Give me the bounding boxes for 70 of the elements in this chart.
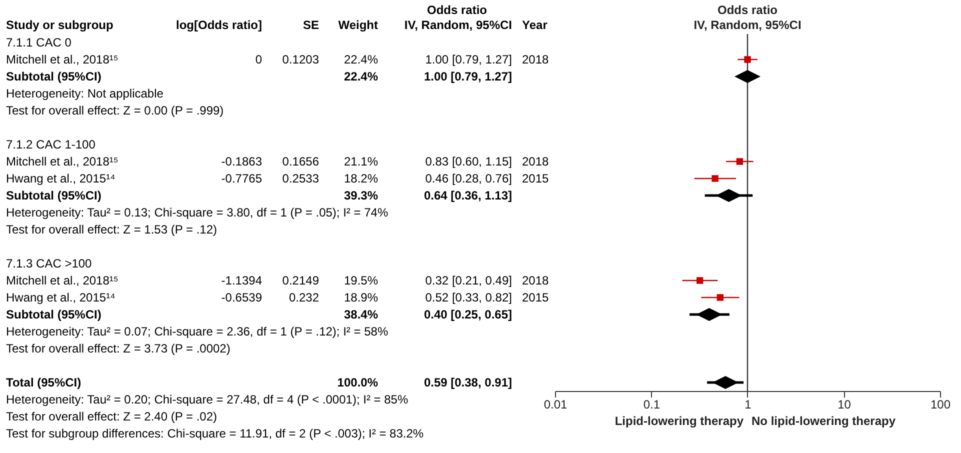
text: 2018 — [522, 154, 549, 168]
category-label: IV, Random, 95%CI — [404, 18, 512, 32]
x-tick-label: 10 — [838, 398, 852, 412]
x-tick-label: 0.01 — [544, 398, 568, 412]
text: 0.32 [0.21, 0.49] — [425, 274, 512, 288]
text: 21.1% — [344, 154, 378, 168]
text: 2015 — [522, 290, 549, 304]
category-label: Study or subgroup — [6, 18, 114, 32]
text: 0.52 [0.33, 0.82] — [425, 290, 512, 304]
category-label: Weight — [338, 18, 378, 32]
text: Odds ratio — [426, 3, 488, 17]
text: 2018 — [522, 52, 549, 66]
text: Test for subgroup differences: Chi-square = 11.91, df = 2 (P < .003); I² = 83.2% — [6, 426, 424, 440]
x-tick-label: 100 — [930, 398, 951, 412]
text: 0.1203 — [282, 52, 319, 66]
text: 2015 — [522, 172, 549, 186]
text: No lipid-lowering therapy — [752, 414, 896, 428]
category-label: SE — [302, 18, 319, 32]
text: 0.83 [0.60, 1.15] — [425, 154, 512, 168]
text: Heterogeneity: Not applicable — [6, 86, 164, 100]
x-tick-label: 1 — [744, 398, 752, 412]
text: 7.1.1 CAC 0 — [6, 36, 72, 50]
text: 39.3% — [344, 188, 378, 202]
text: Lipid-lowering therapy — [614, 414, 744, 428]
text: -0.7765 — [221, 172, 262, 186]
text: 2018 — [522, 274, 549, 288]
chart-subtitle: IV, Random, 95%CI — [694, 18, 802, 32]
text: Hwang et al., 2015¹⁴ — [6, 290, 116, 304]
category-label: log[Odds ratio] — [176, 18, 262, 32]
text: -1.1394 — [221, 274, 262, 288]
text: Test for overall effect: Z = 0.00 (P = .999) — [6, 104, 224, 118]
text: 38.4% — [344, 308, 378, 322]
text: Test for overall effect: Z = 2.40 (P = .02) — [6, 410, 217, 424]
text: 0.40 [0.25, 0.65] — [424, 308, 512, 322]
text: 19.5% — [344, 274, 378, 288]
text: Subtotal (95%CI) — [6, 308, 102, 322]
text: 0.1656 — [282, 154, 319, 168]
text: Test for overall effect: Z = 3.73 (P = .0002) — [6, 342, 230, 356]
text: 0.46 [0.28, 0.76] — [425, 172, 512, 186]
text: 7.1.3 CAC >100 — [6, 256, 92, 270]
text: -0.1863 — [221, 154, 262, 168]
text: 18.2% — [344, 172, 378, 186]
text: Subtotal (95%CI) — [6, 70, 102, 84]
text: 0.64 [0.36, 1.13] — [424, 188, 512, 202]
text: 22.4% — [344, 52, 378, 66]
text: Subtotal (95%CI) — [6, 188, 102, 202]
chart-title: Odds ratio — [717, 3, 778, 17]
text: 0 — [255, 52, 262, 66]
text: 0.2149 — [282, 274, 319, 288]
text: Heterogeneity: Tau² = 0.07; Chi-square = 2.36, df = 1 (P = .12); I² = 58% — [6, 324, 388, 338]
text: 0.59 [0.38, 0.91] — [424, 376, 512, 390]
text: 0.2533 — [282, 172, 319, 186]
text: 100.0% — [337, 376, 378, 390]
text: Mitchell et al., 2018¹⁵ — [6, 154, 118, 168]
text: 1.00 [0.79, 1.27] — [425, 52, 512, 66]
text: -0.6539 — [221, 290, 262, 304]
text: Heterogeneity: Tau² = 0.13; Chi-square = 3.80, df = 1 (P = .05); I² = 74% — [6, 206, 388, 220]
text: 22.4% — [344, 70, 378, 84]
text: 18.9% — [344, 290, 378, 304]
text: Mitchell et al., 2018¹⁵ — [6, 274, 118, 288]
category-label: Year — [522, 18, 548, 32]
text: Hwang et al., 2015¹⁴ — [6, 172, 116, 186]
text: 1.00 [0.79, 1.27] — [424, 70, 512, 84]
text: Mitchell et al., 2018¹⁵ — [6, 52, 118, 66]
text: 0.232 — [288, 290, 319, 304]
text: Total (95%CI) — [6, 376, 82, 390]
x-tick-label: 0.1 — [643, 398, 660, 412]
text: Test for overall effect: Z = 1.53 (P = .12) — [6, 222, 217, 236]
text: Heterogeneity: Tau² = 0.20; Chi-square = 27.48, df = 4 (P < .0001); I² = 85% — [6, 392, 408, 406]
text: 7.1.2 CAC 1-100 — [6, 138, 96, 152]
